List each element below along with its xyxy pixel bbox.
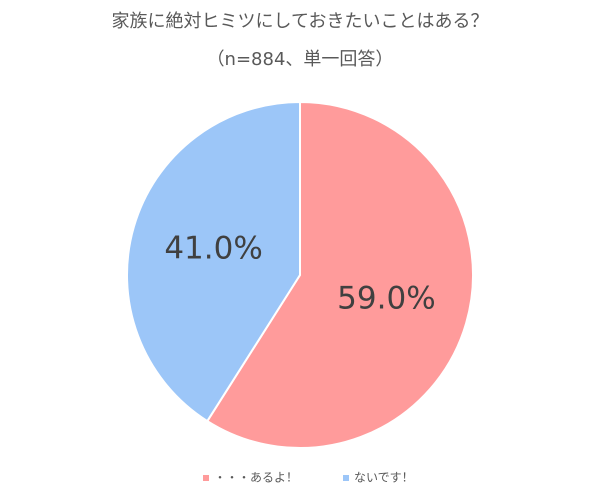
legend-label: ないです！	[354, 471, 414, 485]
pie-slice	[126, 100, 301, 423]
pie-slice	[205, 100, 474, 449]
data-label: 59.0%	[337, 281, 435, 317]
chart-subtitle: （n=884、単一回答）	[207, 49, 394, 70]
legend-label: ・・・あるよ！	[214, 471, 298, 485]
data-label: 41.0%	[164, 230, 262, 266]
legend-marker	[343, 475, 349, 481]
legend-marker	[203, 475, 209, 481]
chart-title: 家族に絶対ヒミツにしておきたいことはある？	[112, 11, 489, 32]
